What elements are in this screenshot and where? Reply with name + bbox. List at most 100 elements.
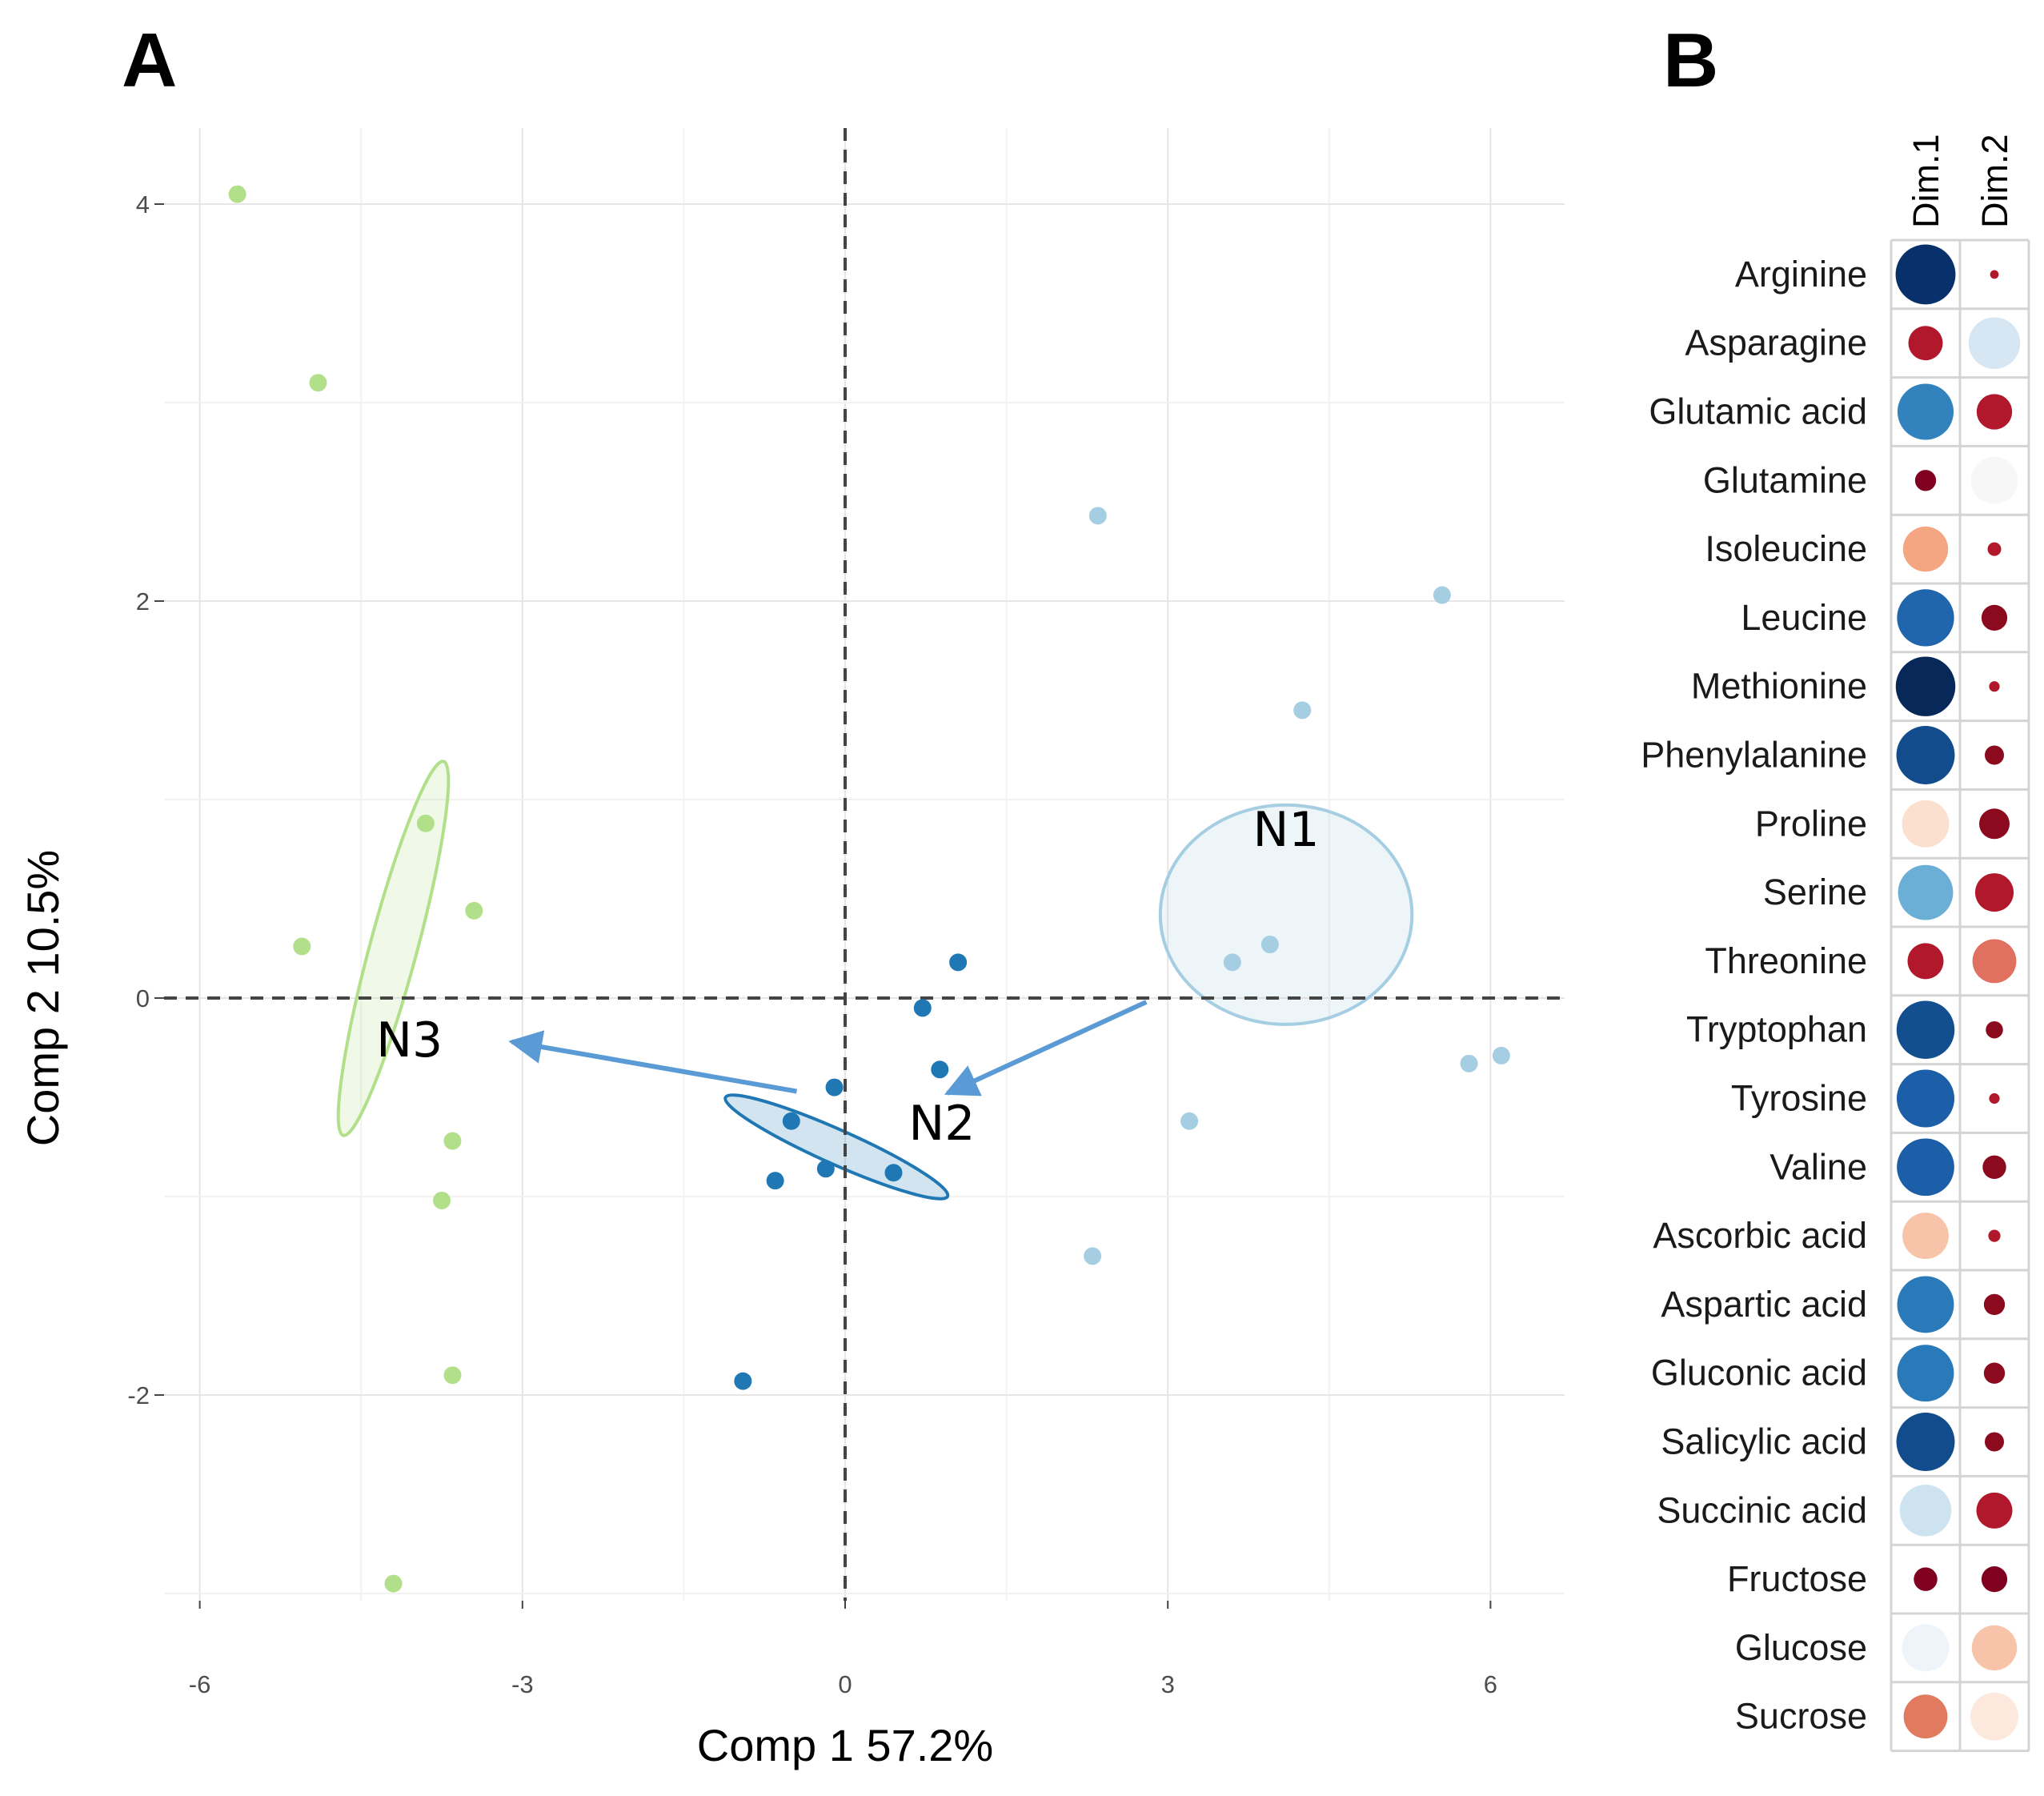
- row-label: Glutamine: [1703, 459, 1867, 500]
- data-point: [443, 1132, 462, 1150]
- row-label: Isoleucine: [1705, 528, 1867, 569]
- row-label: Valine: [1769, 1146, 1867, 1187]
- x-axis-title: Comp 1 57.2%: [697, 1720, 993, 1770]
- data-point: [1433, 586, 1451, 604]
- correlation-circle: [1988, 1229, 2001, 1242]
- row-label: Serine: [1763, 872, 1867, 912]
- correlation-circle: [1908, 326, 1943, 361]
- column-header: Dim.1: [1906, 134, 1946, 228]
- x-tick-label: 3: [1161, 1670, 1175, 1698]
- data-point: [913, 999, 932, 1017]
- correlation-circle: [1907, 943, 1944, 980]
- data-point: [931, 1060, 949, 1079]
- correlation-circle: [1903, 1694, 1948, 1739]
- correlation-panel: Dim.1 Dim.2 Arginine Asparagine Glutamic aci…: [1641, 134, 2030, 1753]
- data-point: [1293, 701, 1312, 720]
- correlation-circle: [1897, 1345, 1954, 1402]
- ellipse-n3: [336, 760, 451, 1137]
- y-tick-label: 4: [136, 190, 150, 218]
- group-label-n1: N1: [1253, 802, 1320, 858]
- x-tick-label: 6: [1484, 1670, 1497, 1698]
- data-point: [816, 1160, 835, 1178]
- data-point: [309, 374, 327, 392]
- correlation-circle: [1986, 1020, 2003, 1039]
- row-label: Asparagine: [1685, 323, 1867, 363]
- correlation-circle: [1898, 864, 1954, 920]
- data-point: [465, 901, 483, 920]
- correlation-circle: [1897, 1138, 1954, 1197]
- correlation-circle: [1896, 726, 1955, 784]
- correlation-circle: [1970, 456, 2018, 504]
- row-label: Fructose: [1727, 1558, 1867, 1599]
- row-label: Tryptophan: [1686, 1009, 1867, 1050]
- correlation-circle: [1897, 383, 1954, 440]
- correlation-circle: [1984, 1432, 2005, 1452]
- correlation-circle: [1968, 317, 2021, 369]
- row-label: Succinic acid: [1657, 1489, 1867, 1530]
- correlation-grid: [1890, 239, 2030, 1753]
- scatter-panel: -6 -3 0 3 6 -2 0 2 4 Comp 1 57.2% Comp 2 10.5% N1 N2…: [18, 128, 1565, 1770]
- correlation-circle: [1902, 526, 1949, 572]
- correlation-circle: [1914, 470, 1937, 491]
- data-point: [1460, 1054, 1478, 1072]
- correlation-circle: [1974, 873, 2014, 912]
- correlation-circle: [1989, 681, 2000, 692]
- correlation-circle: [1902, 1213, 1949, 1260]
- trajectory-arrow: [944, 1000, 1148, 1096]
- correlation-circle: [1981, 604, 2008, 631]
- row-label: Salicylic acid: [1661, 1421, 1867, 1462]
- row-label: Threonine: [1705, 940, 1867, 981]
- data-point: [949, 953, 968, 972]
- correlation-circle: [1983, 1362, 2006, 1384]
- y-axis-title: Comp 2 10.5%: [18, 850, 68, 1146]
- x-tick-label: 0: [838, 1670, 852, 1698]
- correlation-circle: [1897, 1276, 1954, 1333]
- data-point: [416, 814, 435, 832]
- data-point: [1260, 936, 1279, 954]
- data-point: [1492, 1046, 1510, 1064]
- row-label: Leucine: [1741, 597, 1867, 638]
- y-tick-label: 2: [136, 587, 150, 615]
- data-point: [293, 937, 311, 956]
- correlation-circle: [1971, 1625, 2018, 1671]
- data-point: [782, 1112, 800, 1130]
- data-point: [884, 1164, 903, 1182]
- row-label: Methionine: [1691, 666, 1867, 707]
- x-tick-label: -3: [511, 1670, 534, 1698]
- data-point: [1180, 1112, 1199, 1130]
- data-point: [734, 1372, 752, 1390]
- correlation-circle: [1896, 1413, 1955, 1471]
- x-tick-label: -6: [189, 1670, 211, 1698]
- correlation-circle: [1970, 1692, 2018, 1741]
- data-point: [1084, 1247, 1102, 1265]
- correlation-circle: [1976, 394, 2013, 430]
- trajectory-arrow: [508, 1030, 798, 1094]
- row-label: Arginine: [1735, 254, 1867, 295]
- row-label: Sucrose: [1735, 1696, 1867, 1737]
- row-label: Glucose: [1735, 1627, 1867, 1668]
- row-label: Glutamic acid: [1649, 391, 1867, 432]
- row-label: Proline: [1755, 803, 1867, 844]
- correlation-circle: [1982, 1155, 2006, 1180]
- correlation-circle: [1902, 1624, 1950, 1672]
- row-label: Aspartic acid: [1661, 1284, 1867, 1325]
- column-header: Dim.2: [1974, 134, 2015, 228]
- correlation-circle: [1976, 1492, 2013, 1529]
- data-point: [766, 1172, 784, 1190]
- axis-ticks: -6 -3 0 3 6 -2 0 2 4: [127, 190, 1497, 1698]
- row-label: Gluconic acid: [1651, 1353, 1867, 1393]
- correlation-circle: [1987, 542, 2002, 556]
- data-point: [443, 1366, 462, 1385]
- correlation-circle: [1899, 1485, 1952, 1537]
- row-label: Phenylalanine: [1641, 735, 1867, 776]
- correlation-circle: [1990, 270, 1999, 279]
- correlation-circle: [1984, 745, 2005, 765]
- correlation-circle: [1896, 1000, 1955, 1059]
- correlation-circle: [1914, 1567, 1938, 1591]
- row-label: Tyrosine: [1731, 1078, 1867, 1119]
- data-point: [228, 185, 246, 203]
- ellipse-n1: [1158, 803, 1414, 1026]
- data-point: [1223, 953, 1241, 972]
- series-n3: [228, 185, 483, 1593]
